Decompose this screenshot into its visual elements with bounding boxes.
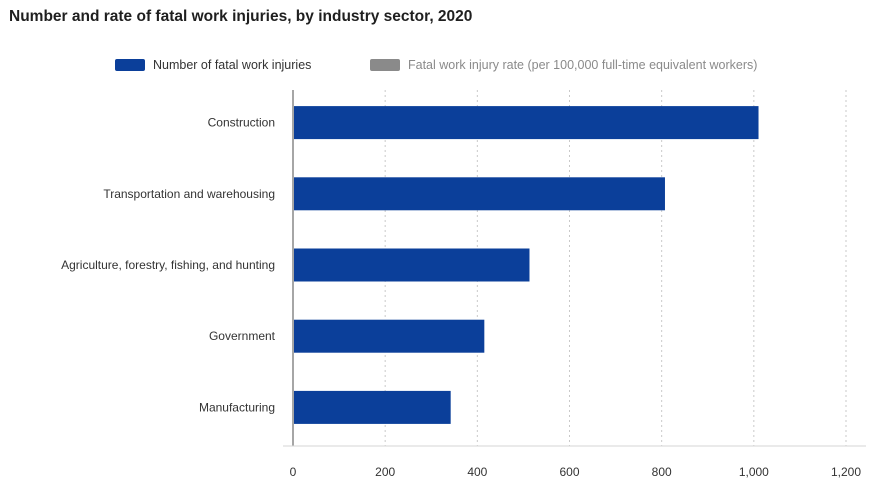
x-tick-label: 0 <box>290 465 297 479</box>
x-tick-label: 800 <box>652 465 672 479</box>
category-label: Transportation and warehousing <box>103 187 275 201</box>
bar <box>294 319 485 353</box>
x-tick-label: 400 <box>467 465 487 479</box>
legend-swatch-injury-rate <box>370 59 400 71</box>
category-label: Agriculture, forestry, fishing, and hunt… <box>61 258 275 272</box>
category-label: Construction <box>208 116 275 130</box>
category-label: Government <box>209 329 276 343</box>
chart-title: Number and rate of fatal work injuries, … <box>9 8 473 25</box>
legend-label-fatal-injuries: Number of fatal work injuries <box>153 58 312 72</box>
x-tick-label: 600 <box>559 465 579 479</box>
x-tick-label: 1,000 <box>739 465 769 479</box>
legend-swatch-fatal-injuries <box>115 59 145 71</box>
x-tick-label: 200 <box>375 465 395 479</box>
bar <box>294 248 530 282</box>
bar <box>294 177 665 211</box>
legend-label-injury-rate: Fatal work injury rate (per 100,000 full… <box>408 58 758 72</box>
legend-item-injury-rate[interactable]: Fatal work injury rate (per 100,000 full… <box>370 57 757 73</box>
bar <box>294 390 451 424</box>
category-label: Manufacturing <box>199 400 275 414</box>
legend-item-fatal-injuries[interactable]: Number of fatal work injuries <box>115 57 311 73</box>
bar <box>294 106 759 140</box>
x-tick-label: 1,200 <box>831 465 861 479</box>
